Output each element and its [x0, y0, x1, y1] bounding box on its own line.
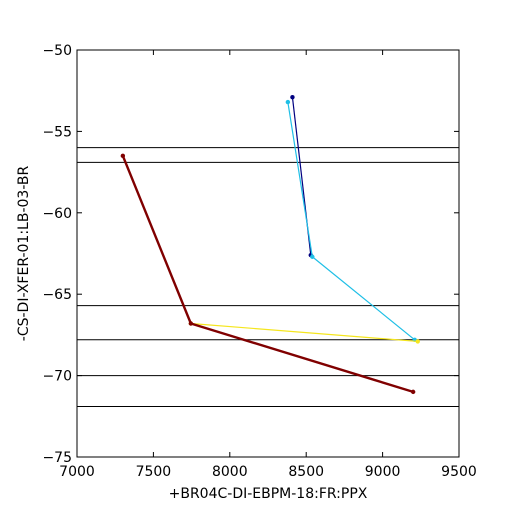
data-point: [188, 321, 194, 326]
x-tick-label: 8000: [212, 464, 248, 480]
data-point: [415, 339, 420, 344]
y-axis-label: -CS-DI-XFER-01:LB-03-BR: [16, 166, 32, 342]
x-tick-label: 7000: [59, 464, 95, 480]
plot-area-frame: [76, 49, 460, 458]
series-line: [190, 322, 418, 343]
y-tick-label: −55: [42, 124, 72, 140]
data-point: [290, 95, 295, 100]
y-tick-label: −65: [42, 287, 72, 303]
y-axis-ticks: −75 −70 −65 −60 −55 −50: [42, 43, 459, 466]
x-tick-label: 7500: [136, 464, 172, 480]
data-point: [410, 389, 416, 395]
x-tick-label: 9000: [365, 464, 401, 480]
x-axis-ticks: 7000 7500 8000 8500 9000 9500: [59, 50, 477, 480]
data-point: [285, 99, 291, 105]
y-tick-label: −60: [42, 206, 72, 222]
data-point: [310, 254, 315, 259]
data-point: [120, 153, 126, 159]
x-axis-label: +BR04C-DI-EBPM-18:FR:PPX: [169, 486, 368, 502]
horizontal-reference-lines: [77, 147, 459, 408]
x-tick-label: 8500: [288, 464, 324, 480]
data-series: [120, 95, 420, 395]
y-tick-label: −50: [42, 43, 72, 59]
y-tick-label: −70: [42, 369, 72, 385]
y-tick-label: −75: [42, 450, 72, 466]
x-tick-label: 9500: [441, 464, 477, 480]
